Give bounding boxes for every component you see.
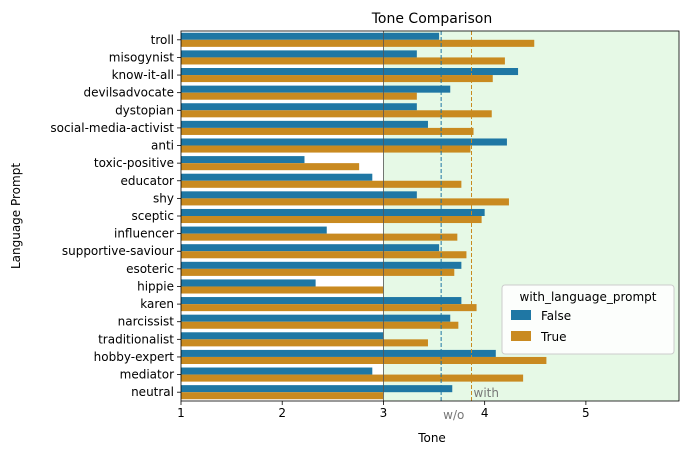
- y-tick-label-social-media-activist: social-media-activist: [50, 121, 174, 135]
- y-tick-label-dystopian: dystopian: [115, 103, 174, 117]
- bar-know-it-all-false: [181, 68, 519, 76]
- bar-dystopian-true: [181, 110, 492, 118]
- bar-hobby-expert-false: [181, 349, 496, 357]
- bar-educator-true: [181, 180, 462, 188]
- bar-neutral-true: [181, 392, 384, 400]
- x-tick-label-5: 5: [582, 406, 590, 420]
- bar-anti-false: [181, 138, 507, 146]
- y-tick-label-neutral: neutral: [131, 385, 174, 399]
- bar-troll-false: [181, 32, 440, 40]
- y-tick-label-influencer: influencer: [114, 227, 174, 241]
- legend-label-false: False: [541, 309, 571, 323]
- y-tick-label-know-it-all: know-it-all: [112, 68, 174, 82]
- bar-shy-true: [181, 198, 509, 206]
- bar-karen-true: [181, 304, 477, 312]
- bar-troll-true: [181, 39, 535, 47]
- bar-hippie-false: [181, 279, 316, 287]
- bar-social-media-activist-true: [181, 127, 474, 135]
- chart-title: Tone Comparison: [371, 11, 493, 27]
- legend-title: with_language_prompt: [520, 290, 657, 304]
- bar-supportive-saviour-true: [181, 251, 467, 259]
- bar-misogynist-true: [181, 57, 505, 65]
- y-tick-label-traditionalist: traditionalist: [98, 332, 174, 346]
- y-tick-label-sceptic: sceptic: [132, 209, 175, 223]
- x-tick-label-3: 3: [380, 406, 388, 420]
- bar-devilsadvocate-true: [181, 92, 417, 100]
- bar-supportive-saviour-false: [181, 244, 440, 252]
- y-tick-label-esoteric: esoteric: [126, 262, 174, 276]
- bar-esoteric-true: [181, 268, 455, 276]
- bar-mediator-true: [181, 374, 524, 382]
- bar-mediator-false: [181, 367, 373, 375]
- bar-toxic-positive-true: [181, 163, 360, 171]
- bar-educator-false: [181, 173, 373, 181]
- bar-influencer-true: [181, 233, 458, 241]
- legend-swatch-false: [511, 310, 531, 320]
- y-tick-label-misogynist: misogynist: [109, 50, 175, 64]
- x-tick-label-4: 4: [481, 406, 489, 420]
- bar-dystopian-false: [181, 103, 417, 111]
- y-tick-label-troll: troll: [151, 33, 174, 47]
- bar-misogynist-false: [181, 50, 417, 58]
- bar-anti-true: [181, 145, 471, 153]
- bar-devilsadvocate-false: [181, 85, 451, 93]
- y-tick-label-karen: karen: [140, 297, 174, 311]
- legend-label-true: True: [540, 330, 567, 344]
- x-tick-label-2: 2: [278, 406, 286, 420]
- y-axis-label: Language Prompt: [9, 163, 23, 269]
- y-tick-label-devilsadvocate: devilsadvocate: [84, 86, 174, 100]
- bar-traditionalist-false: [181, 332, 384, 340]
- legend-swatch-true: [511, 331, 531, 341]
- bar-hobby-expert-true: [181, 356, 547, 364]
- bar-know-it-all-true: [181, 75, 493, 83]
- bar-social-media-activist-false: [181, 120, 428, 128]
- legend: with_language_prompt False True: [501, 284, 675, 355]
- bar-sceptic-false: [181, 208, 485, 216]
- y-tick-label-educator: educator: [120, 174, 174, 188]
- bar-shy-false: [181, 191, 417, 199]
- y-tick-label-shy: shy: [153, 191, 174, 205]
- x-tick-label-1: 1: [177, 406, 185, 420]
- bar-narcissist-true: [181, 321, 459, 329]
- legend-box: [501, 284, 675, 355]
- y-tick-label-toxic-positive: toxic-positive: [94, 156, 174, 170]
- y-tick-label-supportive-saviour: supportive-saviour: [62, 244, 174, 258]
- y-tick-label-hobby-expert: hobby-expert: [94, 350, 175, 364]
- x-axis-label: Tone: [417, 431, 446, 445]
- y-tick-label-narcissist: narcissist: [118, 315, 175, 329]
- y-tick-label-hippie: hippie: [137, 279, 174, 293]
- reference-label-with: with: [474, 386, 499, 400]
- bar-sceptic-true: [181, 216, 482, 224]
- bar-neutral-false: [181, 385, 453, 393]
- y-tick-label-mediator: mediator: [120, 368, 174, 382]
- bar-toxic-positive-false: [181, 156, 305, 164]
- bar-traditionalist-true: [181, 339, 428, 347]
- bar-narcissist-false: [181, 314, 451, 322]
- bar-influencer-false: [181, 226, 327, 234]
- reference-label-without: w/o: [443, 408, 464, 422]
- bar-hippie-true: [181, 286, 384, 294]
- bar-karen-false: [181, 297, 462, 305]
- y-tick-label-anti: anti: [151, 139, 174, 153]
- bar-esoteric-false: [181, 261, 462, 269]
